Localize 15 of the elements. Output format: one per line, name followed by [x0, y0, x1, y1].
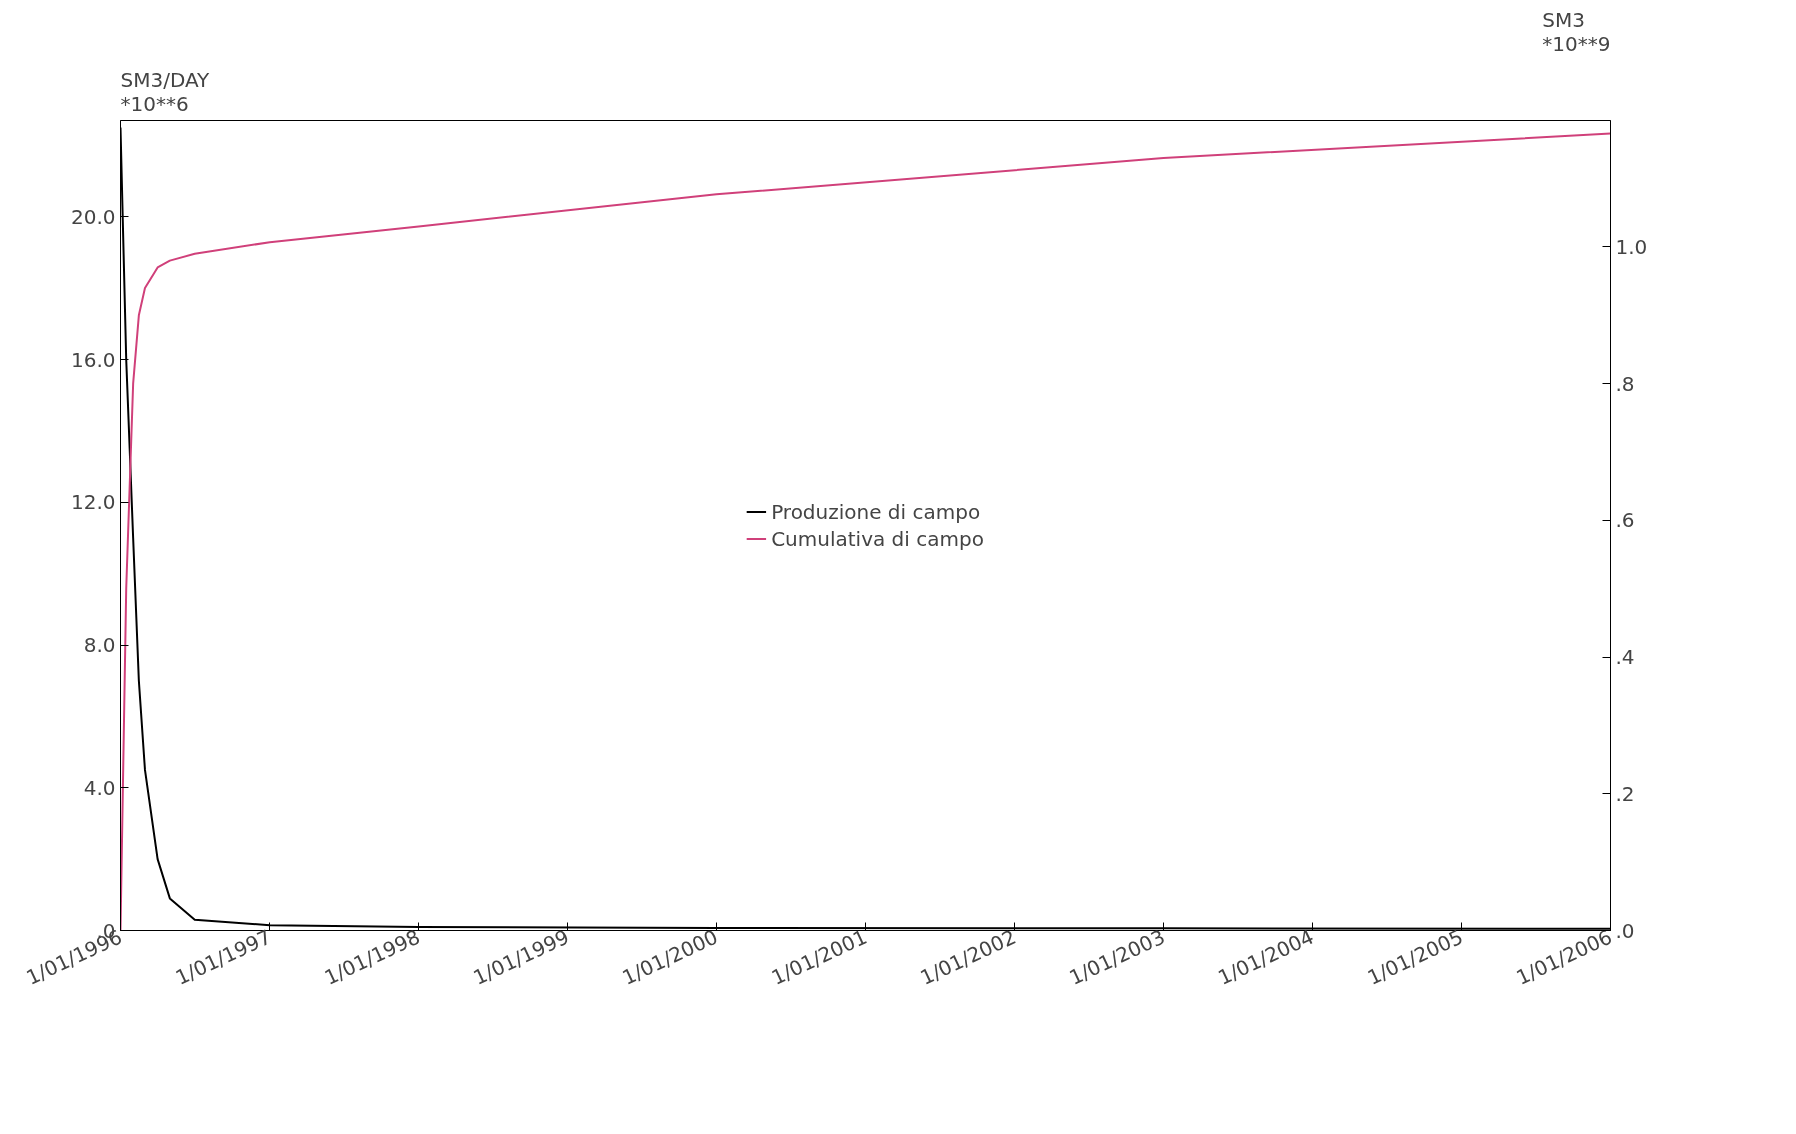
- legend-label: Produzione di campo: [771, 499, 981, 524]
- y-axis-title: SM3/DAY *10**6: [120, 67, 211, 116]
- y-tick-label: 16.0: [70, 347, 116, 372]
- y2-tick-label: .6: [1615, 508, 1635, 533]
- y-tick-label: 8.0: [83, 633, 116, 658]
- y2-tick-label: .8: [1615, 371, 1635, 396]
- y2-tick-label: .2: [1615, 781, 1635, 806]
- y-tick-label: 12.0: [70, 490, 116, 515]
- y2-axis-title: SM3 *10**9: [1542, 7, 1611, 56]
- y2-tick-label: .4: [1615, 645, 1635, 670]
- y2-tick-label: .0: [1615, 918, 1635, 943]
- legend-label: Cumulativa di campo: [771, 526, 984, 551]
- y2-tick-label: 1.0: [1615, 234, 1648, 259]
- y-tick-label: 4.0: [83, 775, 116, 800]
- y-tick-label: 20.0: [70, 204, 116, 229]
